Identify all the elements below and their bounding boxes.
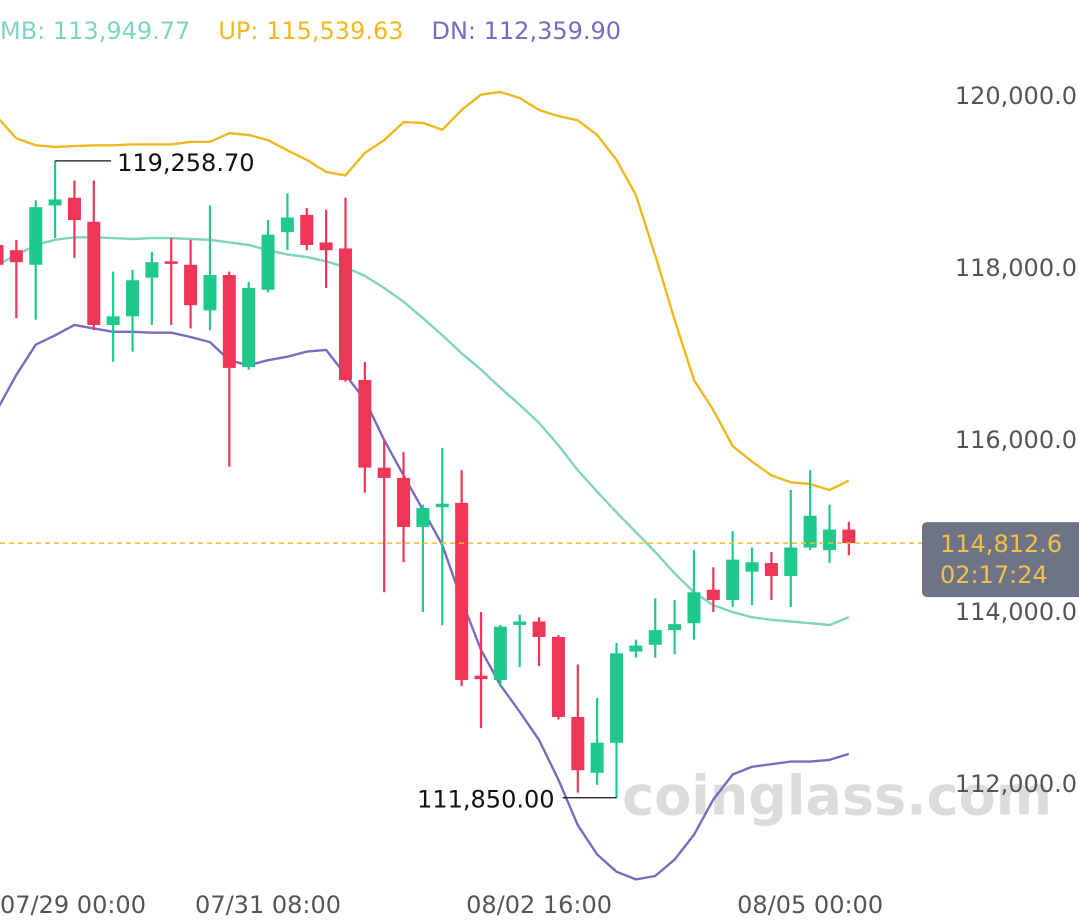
candle-body: [300, 214, 314, 245]
candle-body: [145, 262, 159, 278]
candle-body: [280, 217, 294, 233]
candle-body: [67, 197, 81, 221]
band-line: [0, 90, 850, 492]
watermark: coinglass.com: [622, 765, 1052, 828]
candle-body: [668, 624, 682, 631]
candle-body: [29, 207, 43, 265]
candle-body: [222, 275, 236, 368]
candle-body: [726, 559, 740, 601]
candle-body: [493, 626, 507, 680]
candle-body: [358, 379, 372, 468]
candle-body: [164, 261, 178, 264]
legend-entry: DN: 112,359.90: [431, 17, 621, 45]
band-line: [0, 236, 850, 627]
candle-body: [48, 199, 62, 206]
candle-body: [106, 316, 120, 325]
candle-body: [764, 563, 778, 576]
last-price-label: 114,812.6: [940, 530, 1062, 558]
candle-body: [745, 562, 759, 572]
candle-body: [532, 621, 546, 637]
candle-body: [203, 275, 217, 311]
candle-body: [242, 287, 256, 368]
candle-body: [513, 621, 527, 625]
candle-body: [784, 547, 798, 576]
last-price-box: [922, 522, 1079, 598]
candle-body: [610, 653, 624, 743]
candle-body: [822, 529, 836, 551]
candle-body: [416, 508, 430, 527]
countdown-label: 02:17:24: [940, 561, 1048, 589]
x-tick-label: 08/02 16:00: [466, 891, 612, 919]
x-tick-label: 07/29 00:00: [0, 891, 146, 919]
x-tick-label: 08/05 00:00: [737, 891, 883, 919]
x-tick-label: 07/31 08:00: [195, 891, 341, 919]
candle-body: [551, 636, 565, 717]
legend-entry: UP: 115,539.63: [218, 17, 403, 45]
candle-body: [571, 716, 585, 771]
candle-body: [590, 742, 604, 773]
candle-body: [9, 250, 23, 263]
candle-body: [126, 280, 140, 317]
candle-body: [803, 515, 817, 548]
candle-body: [629, 645, 643, 652]
candle-body: [87, 221, 101, 325]
candle-body: [184, 264, 198, 306]
candle-body: [261, 234, 275, 290]
y-tick-label: 116,000.0: [955, 426, 1077, 454]
candle-body: [687, 592, 701, 624]
annotation-label: 119,258.70: [117, 149, 254, 177]
candle-body: [377, 467, 391, 478]
y-tick-label: 118,000.0: [955, 254, 1077, 282]
candle-body: [706, 589, 720, 601]
candle-body: [648, 630, 662, 645]
legend-entry: MB: 113,949.77: [0, 17, 190, 45]
candle-body: [338, 248, 352, 380]
y-tick-label: 120,000.0: [955, 82, 1077, 110]
annotation-label: 111,850.00: [417, 786, 554, 814]
candle-body: [0, 244, 4, 265]
candle-body: [319, 242, 333, 251]
y-tick-label: 112,000.0: [955, 770, 1077, 798]
candle-body: [842, 529, 856, 544]
candle-body: [455, 502, 469, 680]
y-tick-label: 114,000.0: [955, 598, 1077, 626]
candle-body: [435, 503, 449, 508]
candle-body: [397, 477, 411, 527]
candle-body: [474, 675, 488, 680]
